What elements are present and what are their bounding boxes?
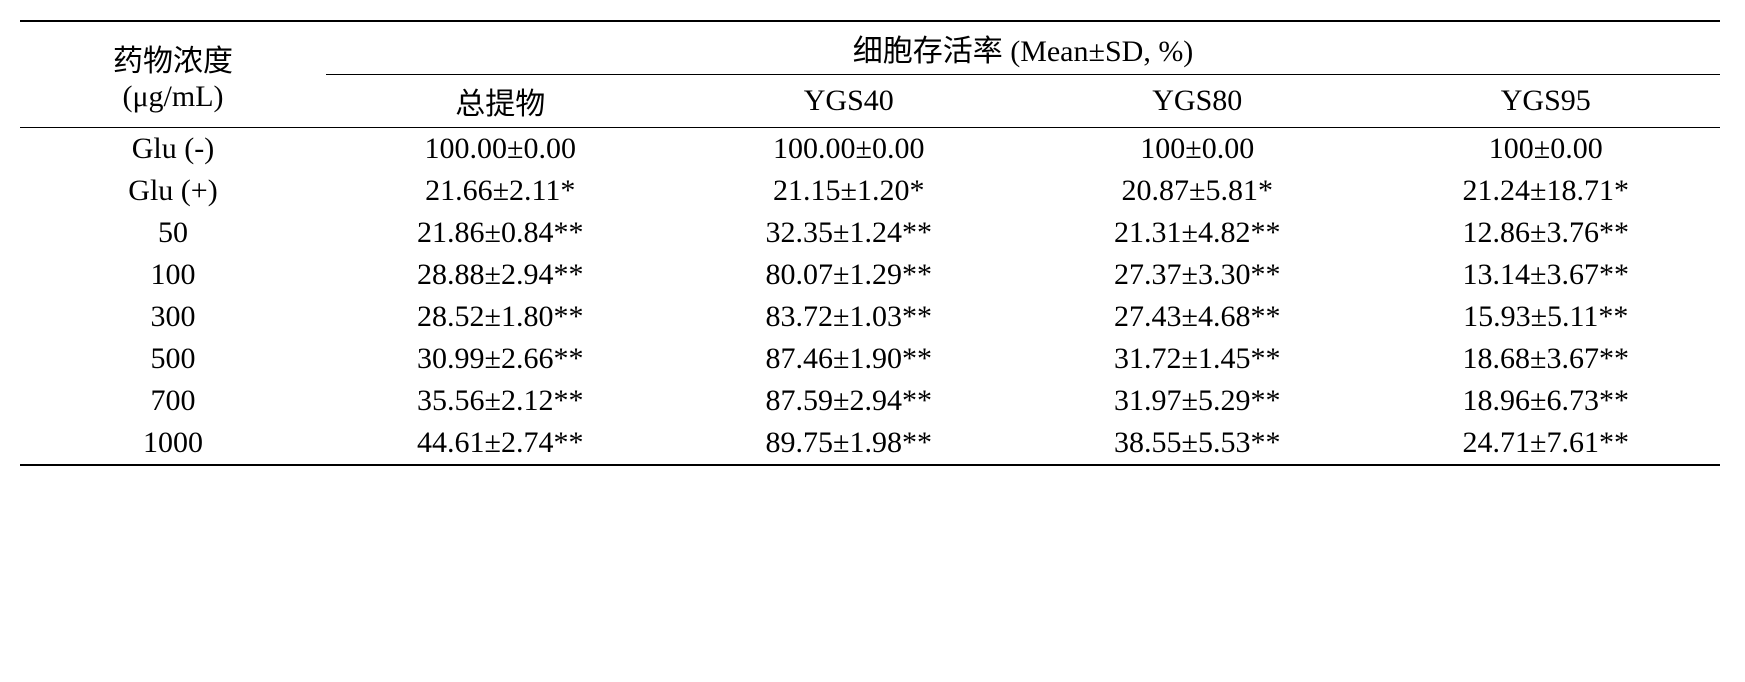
cell-conc: 1000 — [20, 422, 326, 465]
cell-conc: 100 — [20, 254, 326, 296]
viability-table: 药物浓度 (μg/mL) 细胞存活率 (Mean±SD, %) 总提物 YGS4… — [20, 20, 1720, 466]
cell-conc: 500 — [20, 338, 326, 380]
cell-val: 31.97±5.29** — [1023, 380, 1372, 422]
cell-val: 100.00±0.00 — [675, 128, 1024, 171]
header-concentration-l1: 药物浓度 — [113, 45, 233, 78]
header-col-2: YGS80 — [1023, 75, 1372, 128]
cell-val: 13.14±3.67** — [1372, 254, 1721, 296]
header-col-1: YGS40 — [675, 75, 1024, 128]
cell-val: 100±0.00 — [1372, 128, 1721, 171]
table-body: Glu (-) 100.00±0.00 100.00±0.00 100±0.00… — [20, 128, 1720, 466]
header-concentration-l2: (μg/mL) — [122, 80, 223, 113]
cell-conc: 50 — [20, 212, 326, 254]
table-row: 100 28.88±2.94** 80.07±1.29** 27.37±3.30… — [20, 254, 1720, 296]
cell-val: 15.93±5.11** — [1372, 296, 1721, 338]
cell-conc: 300 — [20, 296, 326, 338]
cell-val: 83.72±1.03** — [675, 296, 1024, 338]
table-row: 1000 44.61±2.74** 89.75±1.98** 38.55±5.5… — [20, 422, 1720, 465]
cell-val: 87.59±2.94** — [675, 380, 1024, 422]
cell-val: 21.86±0.84** — [326, 212, 675, 254]
cell-val: 100.00±0.00 — [326, 128, 675, 171]
cell-val: 28.52±1.80** — [326, 296, 675, 338]
cell-val: 89.75±1.98** — [675, 422, 1024, 465]
cell-val: 18.96±6.73** — [1372, 380, 1721, 422]
cell-val: 35.56±2.12** — [326, 380, 675, 422]
cell-val: 80.07±1.29** — [675, 254, 1024, 296]
table-row: 500 30.99±2.66** 87.46±1.90** 31.72±1.45… — [20, 338, 1720, 380]
cell-val: 21.66±2.11* — [326, 170, 675, 212]
cell-val: 87.46±1.90** — [675, 338, 1024, 380]
cell-val: 27.43±4.68** — [1023, 296, 1372, 338]
cell-val: 21.24±18.71* — [1372, 170, 1721, 212]
cell-conc: 700 — [20, 380, 326, 422]
cell-val: 30.99±2.66** — [326, 338, 675, 380]
cell-val: 27.37±3.30** — [1023, 254, 1372, 296]
cell-val: 38.55±5.53** — [1023, 422, 1372, 465]
cell-val: 31.72±1.45** — [1023, 338, 1372, 380]
header-col-3: YGS95 — [1372, 75, 1721, 128]
cell-conc: Glu (-) — [20, 128, 326, 171]
cell-val: 24.71±7.61** — [1372, 422, 1721, 465]
cell-val: 21.15±1.20* — [675, 170, 1024, 212]
table-row: Glu (+) 21.66±2.11* 21.15±1.20* 20.87±5.… — [20, 170, 1720, 212]
cell-val: 44.61±2.74** — [326, 422, 675, 465]
cell-val: 21.31±4.82** — [1023, 212, 1372, 254]
table-row: 50 21.86±0.84** 32.35±1.24** 21.31±4.82*… — [20, 212, 1720, 254]
table-row: 700 35.56±2.12** 87.59±2.94** 31.97±5.29… — [20, 380, 1720, 422]
cell-val: 18.68±3.67** — [1372, 338, 1721, 380]
header-group: 细胞存活率 (Mean±SD, %) — [326, 21, 1720, 75]
cell-val: 100±0.00 — [1023, 128, 1372, 171]
cell-val: 12.86±3.76** — [1372, 212, 1721, 254]
header-col-0: 总提物 — [326, 75, 675, 128]
cell-val: 28.88±2.94** — [326, 254, 675, 296]
cell-val: 32.35±1.24** — [675, 212, 1024, 254]
header-concentration: 药物浓度 (μg/mL) — [20, 21, 326, 128]
cell-conc: Glu (+) — [20, 170, 326, 212]
table-row: 300 28.52±1.80** 83.72±1.03** 27.43±4.68… — [20, 296, 1720, 338]
cell-val: 20.87±5.81* — [1023, 170, 1372, 212]
table-row: Glu (-) 100.00±0.00 100.00±0.00 100±0.00… — [20, 128, 1720, 171]
